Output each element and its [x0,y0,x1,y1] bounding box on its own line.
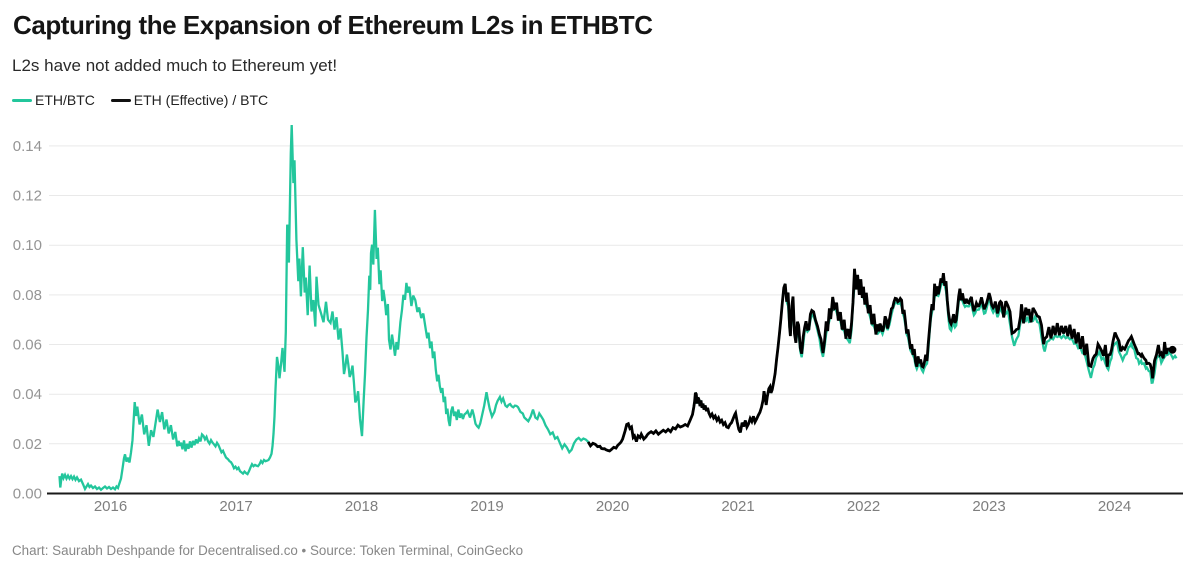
svg-text:0.10: 0.10 [13,237,42,254]
svg-text:0.04: 0.04 [13,386,42,403]
svg-text:2016: 2016 [94,498,127,515]
svg-text:2022: 2022 [847,498,880,515]
svg-text:2018: 2018 [345,498,378,515]
svg-text:0.14: 0.14 [13,138,42,155]
svg-text:2021: 2021 [721,498,754,515]
svg-text:2020: 2020 [596,498,629,515]
svg-text:0.08: 0.08 [13,287,42,304]
svg-text:0.00: 0.00 [13,486,42,503]
svg-text:2019: 2019 [470,498,503,515]
svg-text:0.02: 0.02 [13,436,42,453]
svg-text:2023: 2023 [972,498,1005,515]
svg-text:2017: 2017 [219,498,252,515]
svg-text:2024: 2024 [1098,498,1131,515]
svg-text:0.12: 0.12 [13,188,42,205]
svg-text:0.06: 0.06 [13,337,42,354]
